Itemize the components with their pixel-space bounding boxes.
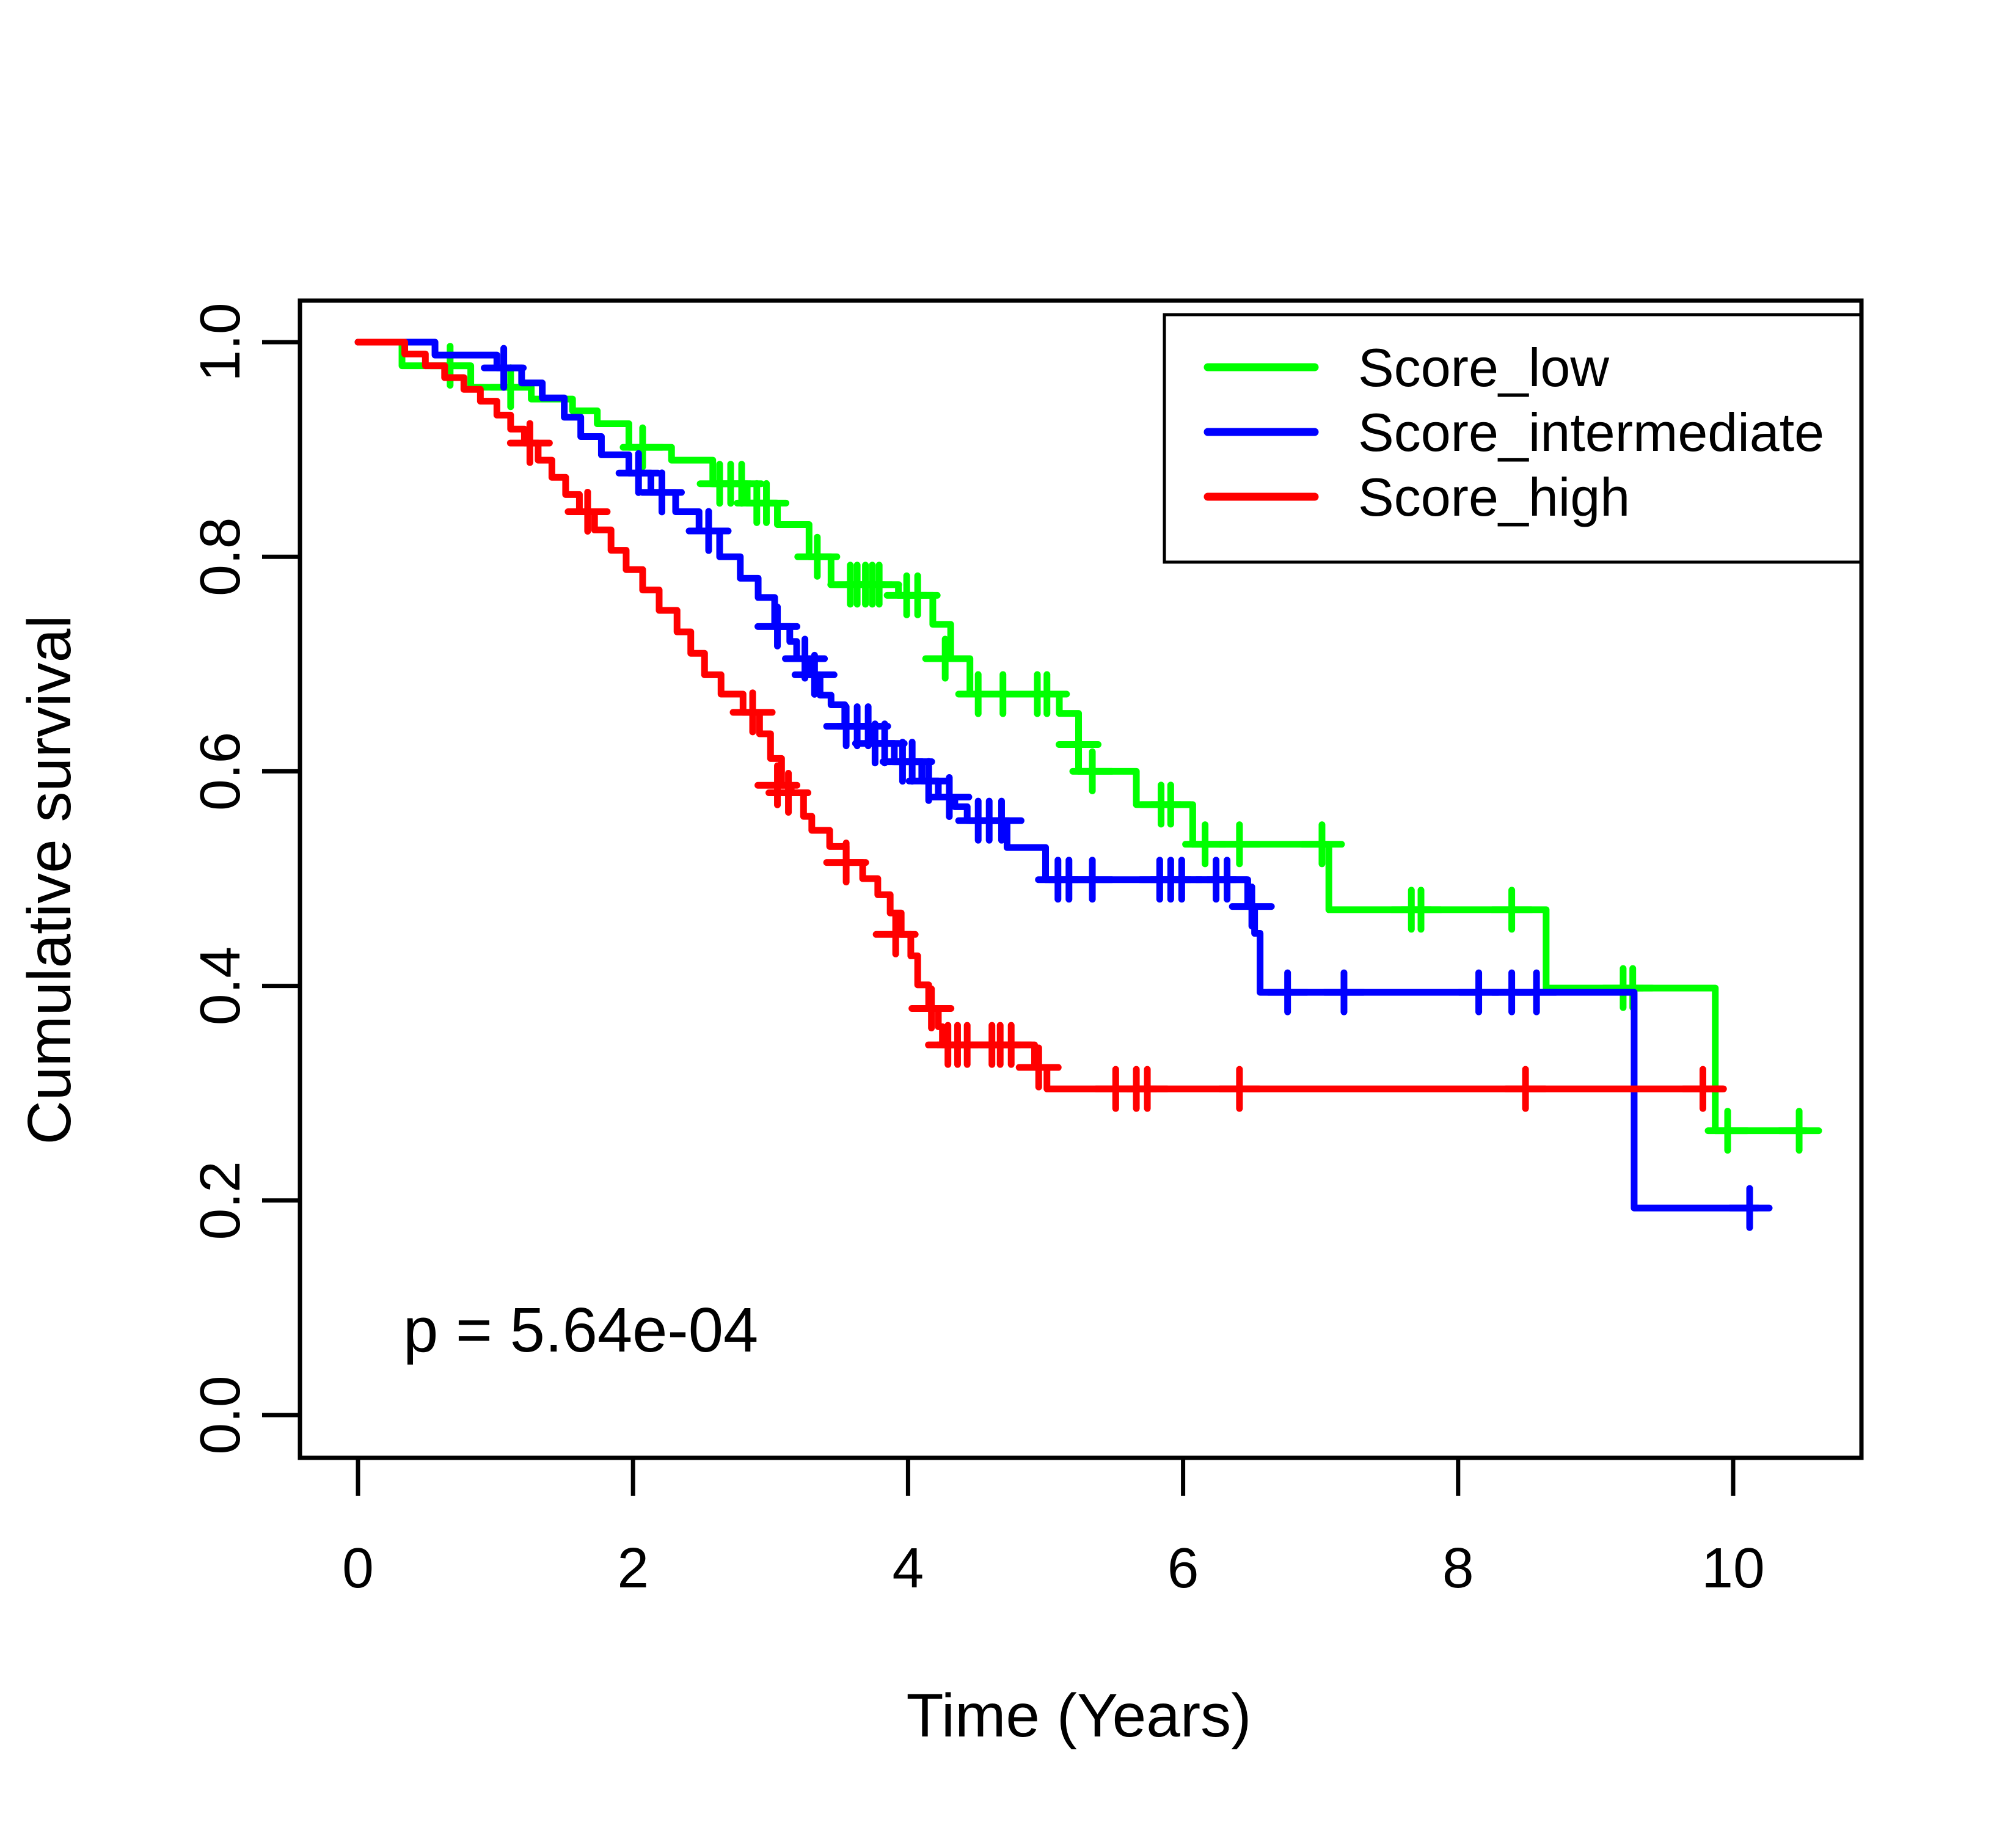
x-tick-label: 0 — [342, 1536, 374, 1600]
censor-mark-score_intermediate — [926, 774, 973, 821]
censor-mark-score_intermediate — [615, 450, 662, 496]
censor-mark-score_low — [894, 572, 941, 618]
censor-mark-score_intermediate — [845, 703, 891, 750]
censor-mark-score_high — [729, 689, 776, 736]
survival-curve-score_intermediate — [354, 338, 1762, 1212]
censor-mark-score_intermediate — [1726, 1185, 1773, 1231]
censor-mark-score_intermediate — [638, 469, 685, 516]
censor-mark-score_intermediate — [1229, 884, 1275, 930]
x-axis-title: Time (Years) — [907, 1681, 1252, 1750]
x-tick-label: 8 — [1442, 1536, 1474, 1600]
x-axis: 0 2 4 6 8 10 — [342, 1458, 1765, 1600]
censor-mark-score_low — [1069, 748, 1116, 794]
y-tick-label: 0.0 — [188, 1375, 252, 1454]
censor-mark-score_intermediate — [978, 797, 1024, 844]
legend-box — [1163, 313, 1863, 564]
x-tick-label: 10 — [1701, 1536, 1764, 1600]
censor-mark-score_high — [872, 911, 919, 957]
y-tick-label: 0.4 — [188, 946, 252, 1025]
censor-mark-score_low — [1024, 671, 1070, 717]
legend-label-score-intermediate: Score_intermediate — [1358, 402, 1824, 463]
censor-mark-score_high — [908, 985, 955, 1031]
survival-curves — [354, 338, 1822, 1231]
y-axis-title: Cumulative survival — [15, 615, 84, 1145]
censor-mark-score_low — [1398, 887, 1444, 933]
p-value-label: p = 5.64e-04 — [403, 1295, 758, 1365]
censor-mark-score_low — [1056, 722, 1102, 767]
censor-mark-score_low — [743, 480, 790, 526]
censor-mark-score_intermediate — [1204, 857, 1251, 903]
censor-mark-score_intermediate — [791, 651, 838, 698]
censor-mark-score_intermediate — [1069, 857, 1116, 903]
censor-mark-score_low — [922, 635, 968, 682]
censor-mark-score_high — [1502, 1066, 1549, 1112]
censor-mark-score_low — [856, 562, 902, 608]
legend-label-score-low: Score_low — [1358, 337, 1609, 398]
censor-mark-score_low — [1489, 887, 1535, 933]
y-axis: 0.0 0.2 0.4 0.6 0.8 1.0 — [188, 302, 300, 1455]
censor-mark-score_intermediate — [754, 603, 801, 649]
x-tick-label: 6 — [1167, 1536, 1199, 1600]
censor-mark-score_high — [823, 840, 869, 886]
censor-mark-score_high — [988, 1022, 1034, 1068]
censor-mark-score_intermediate — [1321, 969, 1367, 1015]
censor-mark-score_high — [1015, 1044, 1062, 1091]
censor-mark-score_high — [506, 420, 553, 466]
censor-mark-score_intermediate — [889, 739, 935, 785]
censor-mark-score_high — [765, 770, 812, 816]
x-tick-label: 2 — [617, 1536, 649, 1600]
y-tick-label: 0.2 — [188, 1161, 252, 1240]
censor-mark-score_low — [1776, 1108, 1822, 1154]
censor-mark-score_high — [1124, 1066, 1171, 1112]
censor-mark-score_low — [488, 364, 534, 411]
censor-mark-score_high — [1216, 1066, 1263, 1112]
y-tick-label: 1.0 — [188, 302, 252, 381]
legend-label-score-high: Score_high — [1358, 467, 1630, 527]
censor-mark-score_intermediate — [1513, 969, 1560, 1015]
y-tick-label: 0.6 — [188, 732, 252, 811]
censor-mark-score_low — [1299, 821, 1345, 868]
censor-mark-score_intermediate — [1265, 969, 1311, 1015]
censor-mark-score_high — [564, 488, 611, 535]
plot-border — [298, 298, 1864, 1460]
censor-mark-score_intermediate — [861, 720, 908, 767]
censor-mark-score_low — [1147, 781, 1194, 828]
legend: Score_low Score_intermediate Score_high — [1163, 313, 1863, 564]
censor-mark-score_low — [1704, 1108, 1751, 1154]
x-tick-label: 4 — [893, 1536, 924, 1600]
y-tick-label: 0.8 — [188, 518, 252, 596]
censor-mark-score_low — [1216, 821, 1263, 868]
censor-mark-score_high — [1679, 1066, 1726, 1112]
survival-curve-score_high — [354, 338, 1727, 1092]
censor-mark-score_intermediate — [481, 345, 527, 391]
censor-mark-score_low — [619, 424, 666, 470]
censor-mark-score_intermediate — [685, 508, 732, 554]
survival-curve-score_low — [354, 338, 1810, 1135]
censor-mark-score_low — [794, 533, 841, 580]
